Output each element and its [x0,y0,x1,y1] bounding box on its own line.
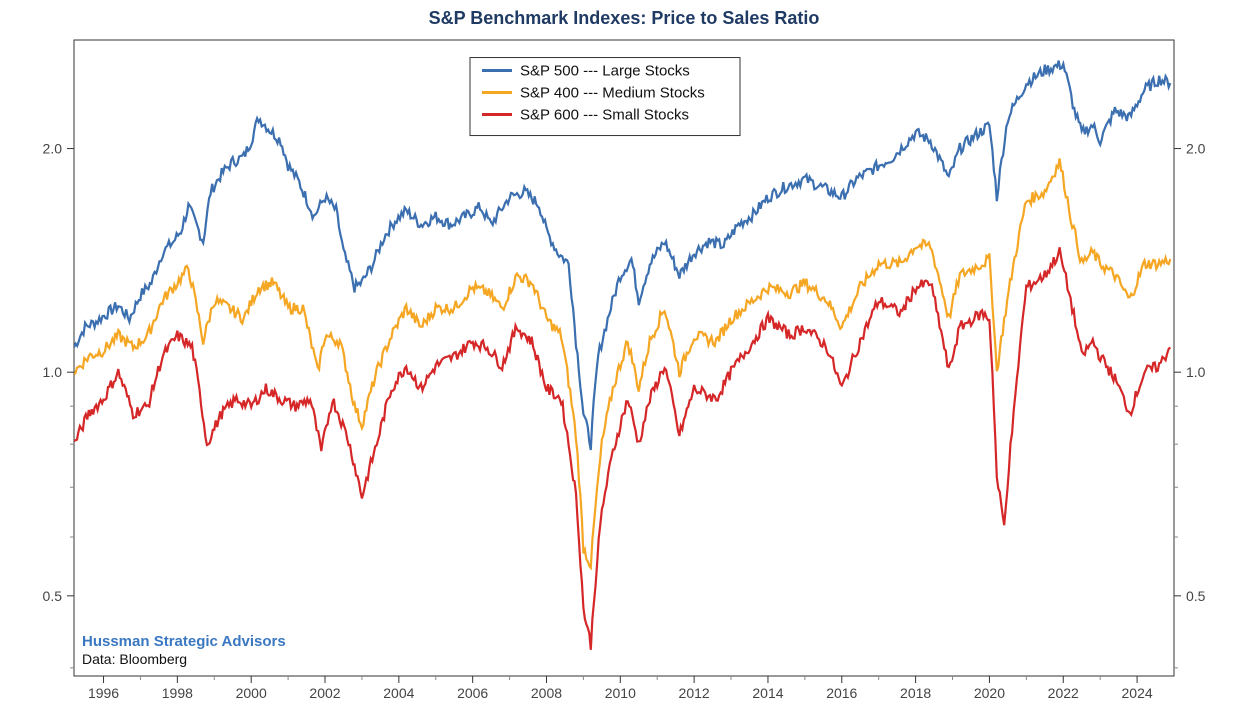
y-tick-label: 1.0 [43,364,63,380]
x-tick-label: 1996 [88,685,119,701]
x-tick-label: 2010 [605,685,636,701]
x-tick-label: 2014 [752,685,783,701]
x-tick-label: 2018 [900,685,931,701]
x-tick-label: 2002 [309,685,340,701]
y-tick-label-right: 0.5 [1186,588,1206,604]
y-tick-label: 0.5 [43,588,63,604]
x-tick-label: 2016 [826,685,857,701]
x-tick-label: 2020 [974,685,1005,701]
credit-firm: Hussman Strategic Advisors [82,633,286,650]
x-tick-label: 1998 [162,685,193,701]
legend-label-sp600: S&P 600 --- Small Stocks [520,107,689,124]
x-tick-label: 2012 [679,685,710,701]
credit-source: Data: Bloomberg [82,651,187,667]
x-tick-label: 2022 [1048,685,1079,701]
y-tick-label-right: 2.0 [1186,141,1206,157]
x-tick-label: 2006 [457,685,488,701]
legend-label-sp400: S&P 400 --- Medium Stocks [520,85,705,102]
chart-svg: S&P Benchmark Indexes: Price to Sales Ra… [0,0,1248,720]
x-tick-label: 2004 [383,685,414,701]
y-tick-label-right: 1.0 [1186,364,1206,380]
y-tick-label: 2.0 [43,141,63,157]
chart-title: S&P Benchmark Indexes: Price to Sales Ra… [429,8,820,28]
legend-label-sp500: S&P 500 --- Large Stocks [520,63,690,80]
x-tick-label: 2024 [1122,685,1153,701]
x-tick-label: 2000 [236,685,267,701]
x-tick-label: 2008 [531,685,562,701]
